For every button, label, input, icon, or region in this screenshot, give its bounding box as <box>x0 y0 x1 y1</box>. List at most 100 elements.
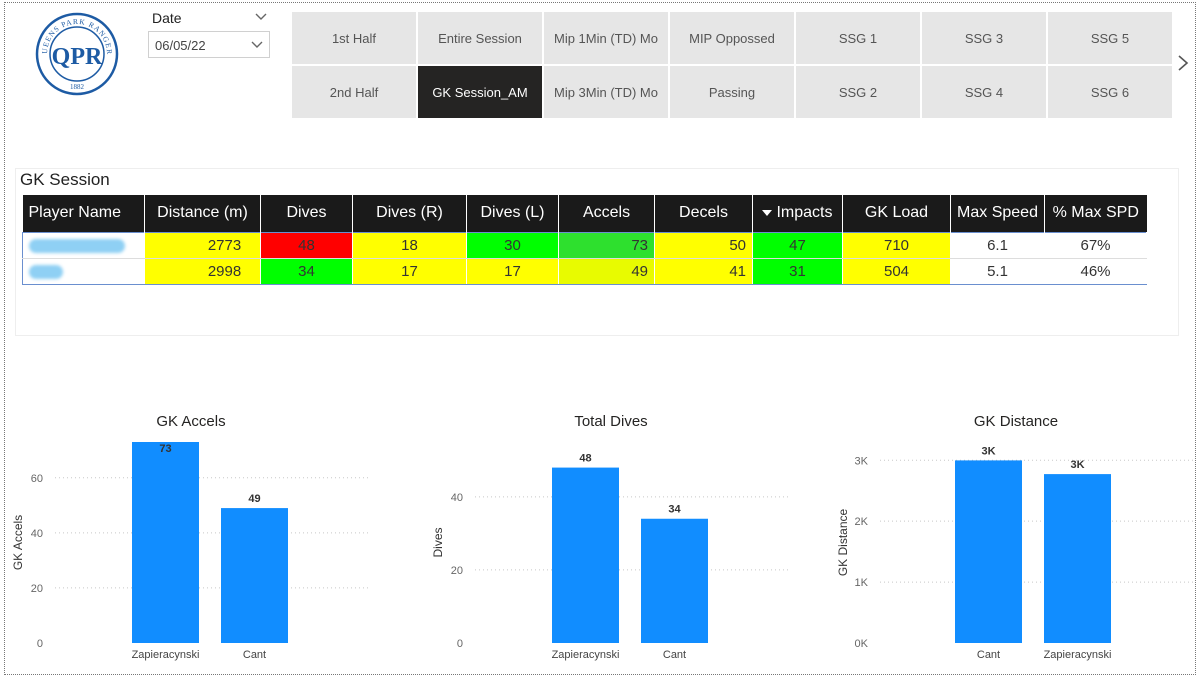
table-cell: 504 <box>842 258 951 285</box>
tab-ssg-1[interactable]: SSG 1 <box>796 12 920 64</box>
chevron-right-icon[interactable] <box>1176 54 1190 72</box>
table-cell: 5.1 <box>950 258 1045 285</box>
tab-gk-session-am[interactable]: GK Session_AM <box>418 66 542 118</box>
column-header-label: Impacts <box>776 204 833 222</box>
bar-zapieracynski[interactable] <box>132 442 199 643</box>
column-header-decels[interactable]: Decels <box>654 195 753 232</box>
session-tabs: 1st Half Entire Session Mip 1Min (TD) Mo MI… <box>292 12 1172 118</box>
column-header-label: Dives (R) <box>376 204 443 222</box>
table-cell: 47 <box>752 231 843 259</box>
chart-title: Total Dives <box>574 413 647 430</box>
tab-mip-oppossed[interactable]: MIP Oppossed <box>670 12 794 64</box>
tab-passing[interactable]: Passing <box>670 66 794 118</box>
y-tick-label: 40 <box>31 528 43 540</box>
table-cell: 46% <box>1044 258 1147 285</box>
club-logo: QUEENS PARK RANGERS QPR 1882 <box>32 5 119 96</box>
y-tick-label: 0 <box>37 638 43 650</box>
y-tick-label: 20 <box>31 583 43 595</box>
table-cell: 17 <box>466 258 559 285</box>
y-tick-label: 0K <box>855 638 869 650</box>
tab-2nd-half[interactable]: 2nd Half <box>292 66 416 118</box>
chart-title: GK Distance <box>974 413 1058 430</box>
y-tick-label: 0 <box>457 638 463 650</box>
tab-entire-session[interactable]: Entire Session <box>418 12 542 64</box>
column-header-label: Max Speed <box>957 204 1038 222</box>
gk-accels-chart: GK Accels GK Accels 0 20 40 60 73 Zapieracynski… <box>0 400 375 670</box>
x-tick-label: Cant <box>977 649 1000 661</box>
tab-ssg-2[interactable]: SSG 2 <box>796 66 920 118</box>
tab-mip-1min-td-mo[interactable]: Mip 1Min (TD) Mo <box>544 12 668 64</box>
table-cell: 48 <box>260 231 353 259</box>
date-dropdown[interactable]: 06/05/22 <box>148 31 270 58</box>
column-header--max-spd[interactable]: % Max SPD <box>1044 195 1147 232</box>
tab-ssg-5[interactable]: SSG 5 <box>1048 12 1172 64</box>
column-header-label: Accels <box>582 204 631 222</box>
tab-1st-half[interactable]: 1st Half <box>292 12 416 64</box>
bar-cant[interactable] <box>221 508 288 643</box>
table-row[interactable]: 2998 34 17 17 49 41 31 504 5.1 46% <box>22 258 1147 285</box>
tab-ssg-6[interactable]: SSG 6 <box>1048 66 1172 118</box>
table-cell: 67% <box>1044 231 1147 259</box>
chevron-down-icon[interactable] <box>255 11 267 23</box>
gk-session-table: Player Name Distance (m) Dives Dives (R) Div… <box>22 195 1147 285</box>
table-cell: 31 <box>752 258 843 285</box>
logo-year: 1882 <box>70 83 85 91</box>
y-tick-label: 20 <box>451 565 463 577</box>
y-axis-label: GK Accels <box>11 515 25 570</box>
tab-ssg-3[interactable]: SSG 3 <box>922 12 1046 64</box>
column-header-max-speed[interactable]: Max Speed <box>950 195 1045 232</box>
x-tick-label: Zapieracynski <box>132 649 200 661</box>
table-cell: 2773 <box>144 231 261 259</box>
logo-monogram: QPR <box>52 44 103 70</box>
bar-cant[interactable] <box>641 518 708 643</box>
redacted-name <box>29 264 63 279</box>
data-label: 73 <box>159 443 171 455</box>
data-label: 3K <box>981 445 995 457</box>
bar-zapieracynski[interactable] <box>552 467 619 643</box>
column-header-player-name[interactable]: Player Name <box>22 195 145 232</box>
date-value: 06/05/22 <box>155 38 206 53</box>
gk-distance-chart: GK Distance GK Distance 0K 1K 2K 3K 3K Cant 3K Za… <box>825 400 1200 670</box>
y-tick-label: 60 <box>31 473 43 485</box>
table-header-row: Player Name Distance (m) Dives Dives (R) Div… <box>22 195 1147 232</box>
data-label: 34 <box>668 504 681 516</box>
table-cell: 2998 <box>144 258 261 285</box>
bar-cant[interactable] <box>955 460 1022 643</box>
column-header-dives-l[interactable]: Dives (L) <box>466 195 559 232</box>
y-tick-label: 40 <box>451 492 463 504</box>
column-header-label: Distance (m) <box>157 204 248 222</box>
x-tick-label: Zapieracynski <box>552 649 620 661</box>
tab-ssg-4[interactable]: SSG 4 <box>922 66 1046 118</box>
data-label: 48 <box>579 453 591 465</box>
y-tick-label: 3K <box>855 455 869 467</box>
table-cell: 73 <box>558 231 655 259</box>
bar-zapieracynski[interactable] <box>1044 474 1111 643</box>
column-header-label: % Max SPD <box>1052 204 1139 222</box>
table-cell: 17 <box>352 258 467 285</box>
table-row[interactable]: 2773 48 18 30 73 50 47 710 6.1 67% <box>22 231 1147 259</box>
y-axis-label: GK Distance <box>836 508 850 576</box>
column-header-impacts[interactable]: Impacts <box>752 195 843 232</box>
player-name-cell <box>22 231 145 259</box>
chevron-down-icon <box>251 41 263 48</box>
tab-mip-3min-td-mo[interactable]: Mip 3Min (TD) Mo <box>544 66 668 118</box>
table-cell: 34 <box>260 258 353 285</box>
gk-session-title: GK Session <box>20 170 110 189</box>
column-header-gk-load[interactable]: GK Load <box>842 195 951 232</box>
total-dives-chart: Total Dives Dives 0 20 40 48 Zapieracynski 34 Ca… <box>420 400 795 670</box>
date-slicer-label: Date <box>152 10 182 26</box>
y-axis-label: Dives <box>431 527 445 557</box>
data-label: 3K <box>1070 459 1084 471</box>
column-header-distance-m[interactable]: Distance (m) <box>144 195 261 232</box>
y-tick-label: 1K <box>855 577 869 589</box>
redacted-name <box>29 238 125 253</box>
table-cell: 30 <box>466 231 559 259</box>
table-cell: 18 <box>352 231 467 259</box>
column-header-dives-r[interactable]: Dives (R) <box>352 195 467 232</box>
column-header-dives[interactable]: Dives <box>260 195 353 232</box>
table-cell: 710 <box>842 231 951 259</box>
table-cell: 49 <box>558 258 655 285</box>
y-tick-label: 2K <box>855 516 869 528</box>
column-header-label: Decels <box>679 204 728 222</box>
column-header-accels[interactable]: Accels <box>558 195 655 232</box>
